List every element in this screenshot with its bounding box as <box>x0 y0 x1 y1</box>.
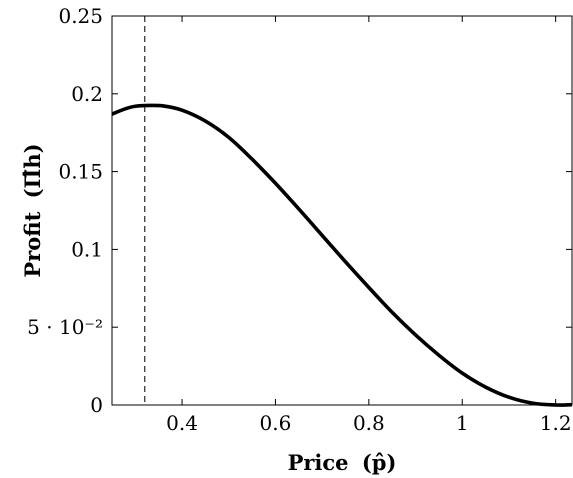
ticks: 0.4 0.6 0.8 1 1.2 0 5 · 10⁻² 0.1 0.15 0.2 0.25 <box>27 4 572 435</box>
x-axis-label: Price <box>288 450 349 475</box>
x-tick-label: 1 <box>456 411 469 435</box>
y-axis-label: Profit <box>20 211 45 277</box>
plot-frame <box>111 15 573 406</box>
x-tick-label: 0.4 <box>166 411 198 435</box>
x-axis-title: Price (p̂) <box>288 450 397 475</box>
y-tick-label: 5 · 10⁻² <box>27 315 103 339</box>
x-tick-label: 1.2 <box>540 411 572 435</box>
y-axis-title: Profit (Π̂h) <box>20 143 45 277</box>
y-tick-label: 0.2 <box>71 82 103 106</box>
x-tick-label: 0.6 <box>260 411 292 435</box>
profit-curve-0 <box>112 103 572 407</box>
y-tick-label: 0 <box>90 393 103 417</box>
x-axis-symbol: (p̂) <box>362 450 397 475</box>
series-layer <box>112 103 572 407</box>
y-tick-label: 0.25 <box>58 4 103 28</box>
y-tick-label: 0.15 <box>58 160 103 184</box>
x-tick-label: 0.8 <box>353 411 385 435</box>
y-tick-label: 0.1 <box>71 237 103 261</box>
y-axis-symbol: (Π̂h) <box>20 143 45 198</box>
